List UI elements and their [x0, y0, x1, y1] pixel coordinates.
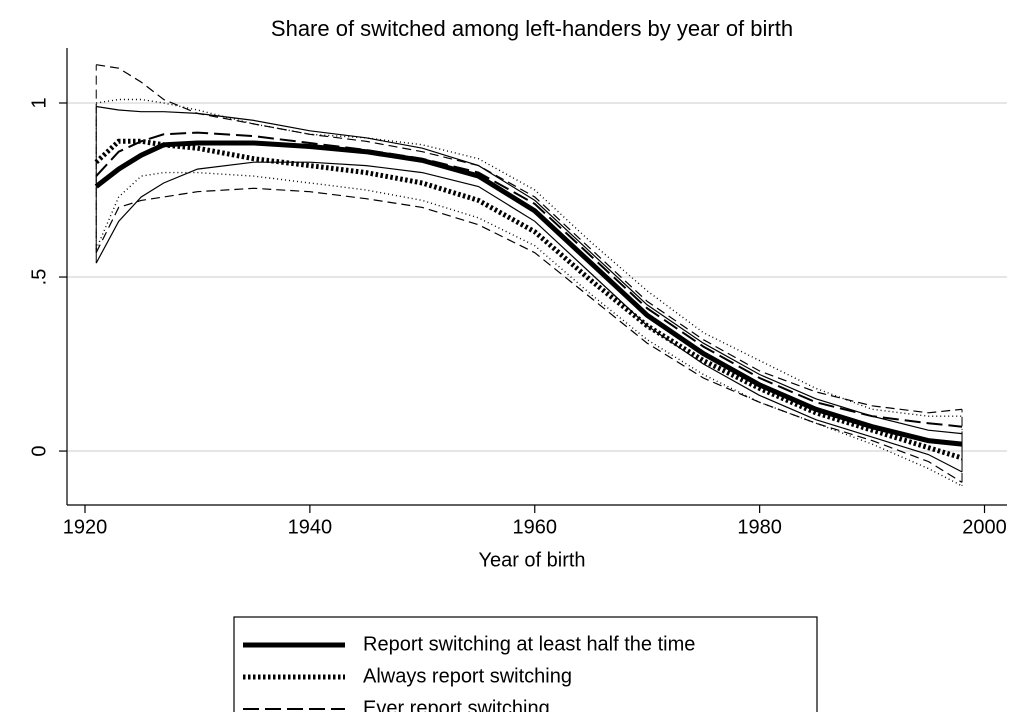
legend-label: Report switching at least half the time [363, 633, 695, 655]
x-tick-label: 1960 [513, 516, 558, 538]
chart-title: Share of switched among left-handers by … [271, 16, 793, 41]
ci-line [96, 105, 963, 435]
ci-line [95, 161, 963, 473]
x-axis-title: Year of birth [478, 549, 585, 571]
series-line [94, 140, 963, 447]
legend-box [233, 616, 818, 712]
ci-line [95, 187, 963, 483]
x-tick-label: 2000 [962, 516, 1007, 538]
ci-line [95, 171, 963, 487]
x-tick-label: 1940 [288, 516, 333, 538]
series-line [94, 138, 963, 461]
x-tick-label: 1920 [63, 516, 108, 538]
y-tick-label: 0 [28, 445, 50, 456]
x-tick-label: 1980 [737, 516, 782, 538]
y-tick-label: 1 [28, 97, 50, 108]
legend-label: Always report switching [363, 665, 572, 687]
ci-line [96, 98, 962, 417]
y-tick-label: .5 [28, 269, 50, 286]
series-line [95, 131, 963, 428]
ci-line [96, 64, 963, 414]
legend-label: Ever report switching [363, 697, 550, 712]
